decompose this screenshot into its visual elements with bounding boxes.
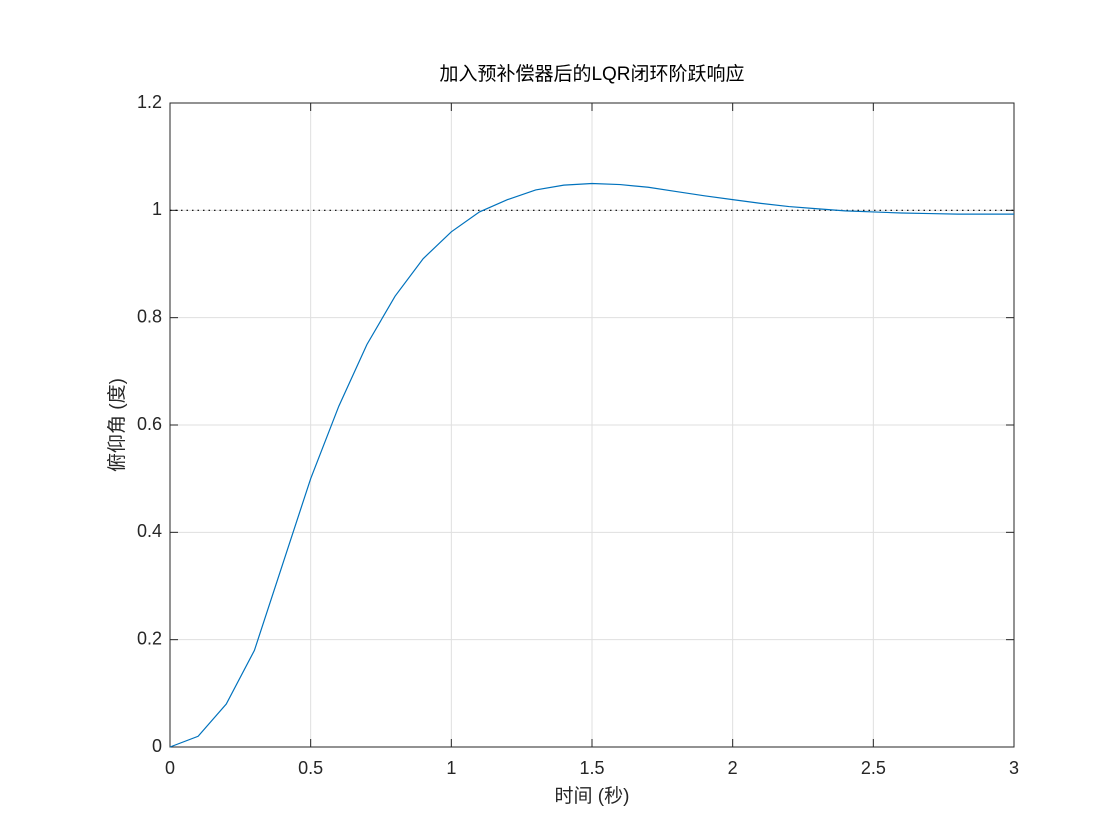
y-tick-label: 0.2	[137, 628, 162, 648]
axes-box	[169, 102, 1015, 748]
x-axis-label: 时间 (秒)	[555, 785, 630, 807]
y-tick-label: 0.6	[137, 414, 162, 434]
data-line	[169, 182, 1014, 748]
chart-title: 加入预补偿器后的LQR闭环阶跃响应	[439, 63, 744, 85]
x-tick-label: 3	[1009, 758, 1019, 778]
y-tick-label: 0.8	[137, 306, 162, 326]
x-tick-label: 0	[165, 758, 175, 778]
x-tick-label: 1.5	[579, 758, 604, 778]
y-tick-label: 1	[152, 199, 162, 219]
x-tick-label: 2.5	[861, 758, 886, 778]
y-tick-label: 0.4	[137, 521, 162, 541]
y-tick-label: 1.2	[137, 92, 162, 112]
y-tick-label: 0	[152, 736, 162, 756]
x-tick-label: 1	[446, 758, 456, 778]
y-axis-label: 俯仰角 (度)	[106, 378, 128, 472]
x-tick-label: 0.5	[298, 758, 323, 778]
x-tick-label: 2	[728, 758, 738, 778]
